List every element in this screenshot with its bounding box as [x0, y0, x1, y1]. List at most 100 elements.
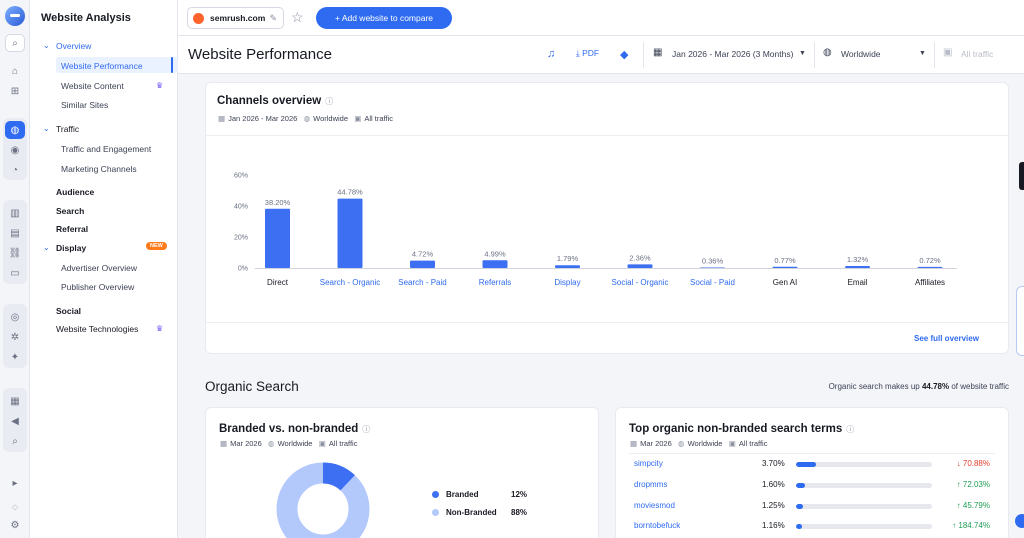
term-change: ↑ 184.74%	[952, 521, 990, 530]
book-icon[interactable]: ▤	[10, 227, 20, 239]
pencil-icon[interactable]: ✎	[269, 12, 277, 23]
apps-icon[interactable]: ⊞	[10, 85, 20, 97]
eye-icon[interactable]: ◎	[10, 311, 20, 323]
sidebar-item-referral[interactable]: Referral	[56, 224, 89, 234]
see-full-overview-link[interactable]: See full overview	[914, 334, 979, 343]
category-label[interactable]: Display	[554, 278, 580, 287]
info-icon[interactable]: ⓘ	[325, 97, 334, 106]
sidebar-item-marketing-channels[interactable]: Marketing Channels	[61, 164, 137, 174]
date-range-select[interactable]: Jan 2026 - Mar 2026 (3 Months)	[672, 49, 794, 59]
report-icon[interactable]: ▦	[10, 395, 20, 407]
category-label[interactable]: Search - Paid	[398, 278, 446, 287]
term-link[interactable]: simpcity	[634, 459, 663, 468]
term-change: ↓ 70.88%	[956, 459, 990, 468]
sparkle-icon[interactable]: ✦	[10, 351, 20, 363]
bar-affiliates	[917, 266, 943, 268]
sidebar-item-audience[interactable]: Audience	[56, 187, 95, 197]
term-link[interactable]: moviesmod	[634, 501, 675, 510]
sidebar-item-social[interactable]: Social	[56, 306, 82, 316]
traffic-select[interactable]: All traffic	[961, 49, 994, 59]
term-change: ↑ 72.03%	[956, 480, 990, 489]
compass-icon[interactable]: ◉	[10, 144, 20, 156]
bell-icon[interactable]: ♫	[547, 48, 556, 60]
globe-icon[interactable]: ◍	[5, 121, 25, 139]
network-icon[interactable]: ✲	[10, 331, 20, 343]
domain-chip[interactable]: semrush.com ✎	[187, 7, 284, 29]
magnifier-icon[interactable]: ⌕	[12, 435, 18, 447]
sidebar-item-traffic[interactable]: Traffic	[56, 124, 80, 134]
megaphone-icon[interactable]: ◀	[11, 415, 19, 427]
branded-card	[205, 407, 599, 538]
terms-region: Worldwide	[687, 439, 723, 448]
bar-value-label: 4.72%	[412, 250, 434, 259]
legend-dot	[432, 491, 439, 498]
chevron-down-icon[interactable]: ⌄	[43, 41, 50, 50]
terms-date: Mar 2026	[640, 439, 672, 448]
legend-non-branded: Non-Branded 88%	[432, 508, 527, 517]
term-link[interactable]: borntobefuck	[634, 521, 681, 530]
chevron-down-icon[interactable]: ⌄	[43, 124, 50, 133]
info-icon[interactable]: ⓘ	[362, 425, 371, 434]
organic-section-title: Organic Search	[205, 379, 299, 394]
page-header: Website Performance ♫ ⤓ PDF ◆ ▦ Jan 2026…	[178, 36, 1024, 74]
help-chat-icon[interactable]	[1015, 514, 1024, 528]
home-icon[interactable]: ⌂	[11, 65, 19, 77]
bar-chart-icon[interactable]: ▥	[10, 207, 20, 219]
channels-overview-card	[205, 82, 1009, 354]
chat-icon[interactable]: ◌	[12, 501, 18, 513]
chevron-down-icon[interactable]: ⌄	[43, 243, 50, 252]
chevron-down-icon[interactable]: ▼	[799, 50, 806, 57]
info-icon[interactable]: ⓘ	[846, 425, 855, 434]
sidebar-item-website-technologies[interactable]: Website Technologies	[56, 324, 139, 334]
sidebar-item-traffic-engagement[interactable]: Traffic and Engagement	[61, 144, 152, 154]
sidebar-item-overview[interactable]: Overview	[56, 41, 92, 51]
pdf-button[interactable]: ⤓ PDF	[576, 48, 600, 58]
pdf-label: PDF	[582, 48, 600, 58]
bar-social-paid	[700, 267, 725, 268]
top-bar: semrush.com ✎ ☆ + Add website to compare	[178, 0, 1024, 36]
settings-icon[interactable]: ⚙	[10, 519, 20, 531]
chevron-down-icon[interactable]: ▼	[919, 50, 926, 57]
y-tick-label: 20%	[234, 235, 248, 242]
document-icon[interactable]: ▭	[10, 267, 20, 279]
top-terms-card	[615, 407, 1009, 538]
terms-title-text: Top organic non-branded search terms	[629, 423, 843, 435]
app-logo-icon[interactable]	[5, 6, 25, 26]
sidebar-item-display[interactable]: Display	[56, 243, 87, 253]
bar-gen-ai	[772, 266, 798, 268]
bar-value-label: 2.36%	[629, 253, 651, 262]
category-label[interactable]: Social - Paid	[690, 278, 735, 287]
calendar-icon: ▦	[630, 439, 638, 448]
side-widget-tab[interactable]	[1019, 162, 1024, 190]
bar-value-label: 1.32%	[847, 255, 869, 264]
crown-icon: ♛	[156, 324, 164, 333]
category-label[interactable]: Referrals	[479, 278, 511, 287]
link-icon[interactable]: ⛓	[8, 247, 22, 259]
sidebar-item-website-performance[interactable]: Website Performance	[61, 61, 143, 71]
add-website-button[interactable]: + Add website to compare	[316, 7, 452, 29]
side-panel-tab[interactable]	[1016, 286, 1024, 356]
region-select[interactable]: Worldwide	[841, 49, 881, 59]
category-label[interactable]: Social - Organic	[612, 278, 669, 287]
sidebar-item-website-content[interactable]: Website Content	[61, 81, 124, 91]
organic-note-suffix: of website traffic	[951, 382, 1009, 391]
channels-title-text: Channels overview	[217, 95, 322, 107]
rail-group-tools	[3, 304, 27, 368]
term-link[interactable]: dropmms	[634, 480, 668, 489]
pie-chart-icon[interactable]: ◔	[11, 164, 19, 176]
expand-icon[interactable]: ▸	[12, 477, 18, 489]
search-icon[interactable]: ⌕	[5, 34, 25, 52]
bar-value-label: 0.72%	[919, 256, 941, 265]
channels-meta: ▦ Jan 2026 - Mar 2026 ◍ Worldwide ▣ All tra…	[218, 114, 393, 123]
sidebar-item-search[interactable]: Search	[56, 206, 85, 216]
sidebar-item-similar-sites[interactable]: Similar Sites	[61, 100, 109, 110]
category-label[interactable]: Search - Organic	[320, 278, 380, 287]
graduation-cap-icon[interactable]: ◆	[620, 49, 629, 61]
sidebar-item-advertiser-overview[interactable]: Advertiser Overview	[61, 263, 138, 273]
globe-icon: ◍	[823, 47, 832, 58]
term-change: ↑ 45.79%	[956, 501, 990, 510]
sidebar-item-publisher-overview[interactable]: Publisher Overview	[61, 282, 135, 292]
globe-icon: ◍	[268, 439, 275, 448]
star-icon[interactable]: ☆	[291, 9, 304, 25]
card-divider	[205, 322, 1009, 323]
